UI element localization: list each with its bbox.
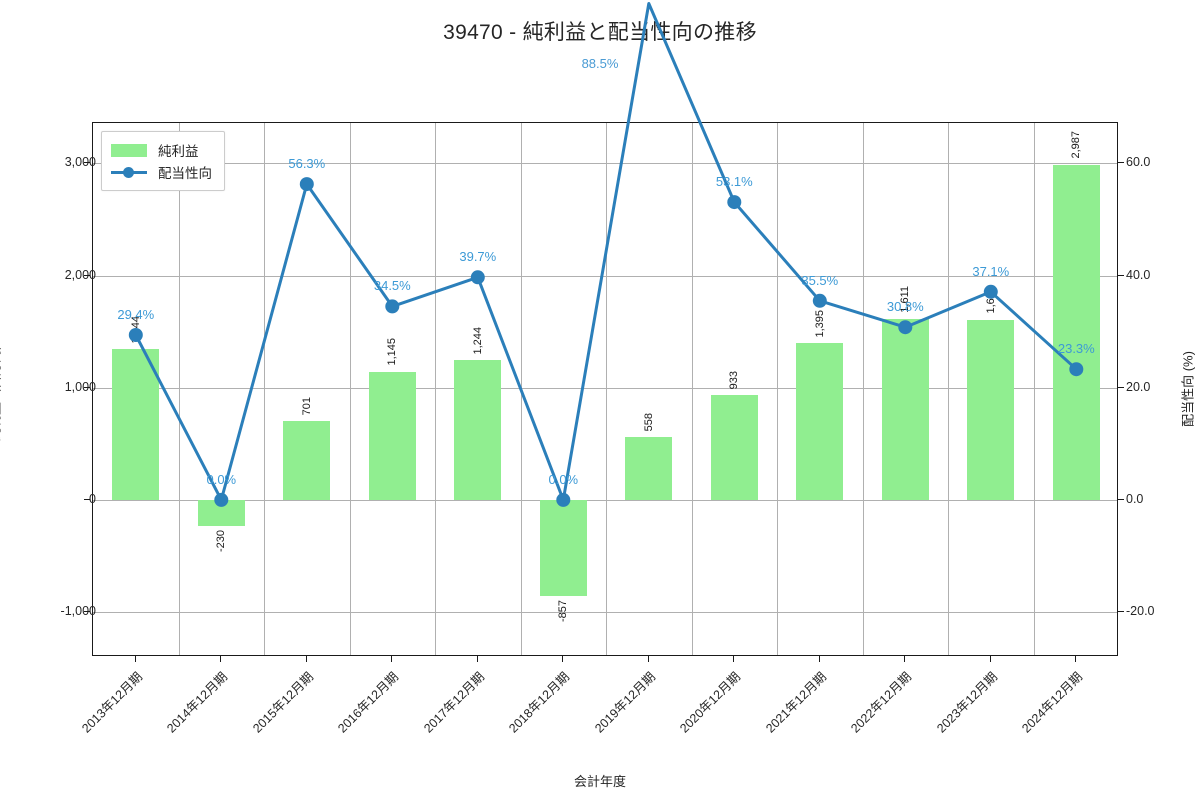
- x-axis-tick-mark: [391, 656, 393, 662]
- y-axis-right-tick-mark: [1118, 274, 1124, 276]
- bar[interactable]: [368, 371, 416, 500]
- gridline-vertical: [862, 123, 864, 655]
- line-marker[interactable]: [1069, 362, 1084, 377]
- line-marker[interactable]: [128, 328, 143, 342]
- y-axis-left-tick-label: 3,000: [64, 155, 96, 170]
- line-marker[interactable]: [299, 177, 314, 192]
- bar[interactable]: [283, 421, 331, 500]
- legend-item-net-income[interactable]: 純利益: [111, 139, 212, 161]
- y-axis-left-tick-label: 2,000: [64, 267, 96, 282]
- gridline-vertical: [178, 123, 180, 655]
- y-axis-right-tick-mark: [1118, 498, 1124, 500]
- line-series: [128, 2, 1084, 507]
- bar[interactable]: [796, 343, 844, 500]
- legend-item-payout-ratio[interactable]: 配当性向: [111, 161, 212, 183]
- line-value-label: 35.5%: [801, 272, 839, 288]
- x-axis-tick-mark: [220, 656, 222, 662]
- line-marker[interactable]: [898, 320, 913, 335]
- gridline-horizontal: [93, 275, 1117, 277]
- y-axis-left-tick-mark: [84, 498, 90, 500]
- line-value-label: 30.8%: [886, 299, 924, 315]
- y-axis-right-tick-label: 60.0: [1126, 155, 1151, 170]
- line-marker[interactable]: [812, 293, 827, 308]
- chart-subtitle: 88.5%: [581, 56, 619, 71]
- y-axis-right-tick-label: 40.0: [1126, 267, 1151, 282]
- line-marker[interactable]: [214, 492, 229, 507]
- x-axis-tick-mark: [134, 656, 136, 662]
- gridline-vertical: [691, 123, 693, 655]
- gridline-vertical: [606, 123, 607, 655]
- legend-label-net-income: 純利益: [158, 144, 199, 159]
- plot-area: 1,344-2307011,1451,244-8575589331,3951,6…: [92, 2, 1118, 656]
- line-value-label: 53.1%: [715, 174, 753, 190]
- line-value-label: 39.7%: [459, 249, 497, 265]
- line-marker[interactable]: [470, 270, 485, 285]
- line-value-label: 0.0%: [548, 471, 579, 487]
- bar[interactable]: [1052, 164, 1100, 500]
- y-axis-left-tick-mark: [84, 386, 90, 388]
- x-axis-tick-mark: [733, 656, 735, 662]
- gridline-vertical: [264, 123, 265, 655]
- gridline-vertical: [948, 123, 949, 655]
- y-axis-left-tick-mark: [84, 274, 90, 276]
- line-value-label: 56.3%: [288, 156, 326, 172]
- gridline-vertical: [1033, 123, 1035, 655]
- x-axis-tick-mark: [647, 656, 649, 662]
- chart-legend[interactable]: 純利益 配当性向: [101, 131, 225, 191]
- x-axis-tick-mark: [562, 656, 564, 662]
- y-axis-left-tick-label: 0: [89, 491, 96, 506]
- gridline-horizontal: [93, 612, 1117, 614]
- bar[interactable]: [710, 395, 758, 500]
- line-value-label: 0.0%: [206, 471, 237, 487]
- line-value-label: 37.1%: [972, 263, 1010, 279]
- y-axis-left-tick-label: 1,000: [64, 379, 96, 394]
- y-axis-right-tick-mark: [1118, 162, 1124, 164]
- legend-line-marker-icon: [111, 166, 147, 179]
- x-axis-tick-mark: [476, 656, 478, 662]
- x-axis-tick-mark: [818, 656, 820, 662]
- y-axis-right-tick-mark: [1118, 611, 1124, 613]
- line-value-label: 23.3%: [1057, 341, 1095, 357]
- line-marker[interactable]: [983, 284, 998, 299]
- gridline-vertical: [777, 123, 778, 655]
- gridline-vertical: [435, 123, 436, 655]
- bar[interactable]: [625, 437, 673, 500]
- gridline-horizontal: [93, 163, 1117, 165]
- bar[interactable]: [967, 319, 1015, 500]
- y-axis-left-label: 純利益（百万円）: [0, 336, 3, 442]
- gridline-horizontal: [93, 387, 1117, 389]
- x-axis-tick-mark: [989, 656, 991, 662]
- legend-label-payout-ratio: 配当性向: [158, 166, 212, 181]
- y-axis-left-tick-label: -1,000: [60, 604, 96, 619]
- line-marker[interactable]: [385, 299, 400, 314]
- bar[interactable]: [454, 360, 502, 500]
- x-axis-label: 会計年度: [573, 774, 626, 789]
- bar[interactable]: [539, 499, 587, 596]
- y-axis-right-tick-mark: [1118, 386, 1124, 388]
- line-marker[interactable]: [556, 492, 571, 507]
- legend-bar-swatch-icon: [111, 143, 147, 157]
- line-marker[interactable]: [727, 195, 742, 210]
- y-axis-left-tick-mark: [84, 162, 90, 164]
- bar[interactable]: [881, 319, 929, 500]
- y-axis-right-tick-label: 0.0: [1126, 491, 1144, 506]
- x-axis-tick-mark: [904, 656, 906, 662]
- bar[interactable]: [112, 349, 160, 500]
- y-axis-left-tick-mark: [84, 611, 90, 613]
- gridline-horizontal: [93, 499, 1117, 501]
- x-axis-tick-mark: [1075, 656, 1077, 662]
- x-axis-tick-mark: [305, 656, 307, 662]
- payout-ratio-line: [134, 2, 1078, 502]
- y-axis-right-tick-label: 20.0: [1126, 379, 1151, 394]
- line-value-label: 29.4%: [117, 307, 155, 322]
- y-axis-right-tick-label: -20.0: [1126, 604, 1155, 619]
- line-value-label: 34.5%: [373, 278, 411, 294]
- page-title: 39470 - 純利益と配当性向の推移: [443, 21, 757, 44]
- gridline-vertical: [349, 123, 351, 655]
